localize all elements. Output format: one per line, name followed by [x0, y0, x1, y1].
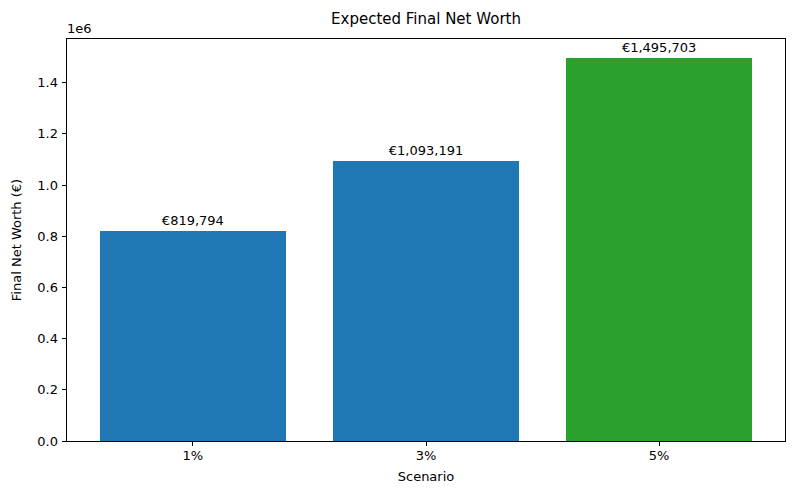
chart-title: Expected Final Net Worth: [66, 10, 786, 28]
bar-3pct: [333, 161, 519, 441]
bar-chart-figure: Expected Final Net Worth 1e6 Final Net W…: [0, 0, 800, 500]
y-tick-label: 0.2: [0, 382, 58, 397]
x-tick-mark: [192, 442, 193, 446]
y-tick-mark: [62, 389, 66, 390]
y-tick-mark: [62, 185, 66, 186]
y-tick-label: 1.4: [0, 75, 58, 90]
x-tick-label-3pct: 3%: [416, 448, 437, 463]
bar-1pct: [100, 231, 286, 441]
y-tick-label: 0.4: [0, 331, 58, 346]
y-tick-label: 0.8: [0, 229, 58, 244]
y-tick-mark: [62, 441, 66, 442]
x-tick-label-5pct: 5%: [649, 448, 670, 463]
bar-value-label-3pct: €1,093,191: [389, 143, 463, 158]
y-tick-mark: [62, 82, 66, 83]
x-axis-label: Scenario: [66, 469, 786, 484]
y-tick-mark: [62, 236, 66, 237]
y-tick-label: 1.2: [0, 126, 58, 141]
y-tick-mark: [62, 287, 66, 288]
y-axis-offset-label: 1e6: [67, 21, 92, 36]
bar-5pct: [566, 58, 752, 441]
y-tick-label: 0.0: [0, 434, 58, 449]
plot-area: €819,794 €1,093,191 €1,495,703: [66, 38, 786, 442]
y-tick-label: 1.0: [0, 178, 58, 193]
x-tick-label-1pct: 1%: [183, 448, 204, 463]
bar-value-label-1pct: €819,794: [162, 213, 224, 228]
y-tick-mark: [62, 338, 66, 339]
x-tick-mark: [659, 442, 660, 446]
bar-value-label-5pct: €1,495,703: [622, 40, 696, 55]
y-tick-mark: [62, 133, 66, 134]
x-tick-mark: [426, 442, 427, 446]
y-tick-label: 0.6: [0, 280, 58, 295]
